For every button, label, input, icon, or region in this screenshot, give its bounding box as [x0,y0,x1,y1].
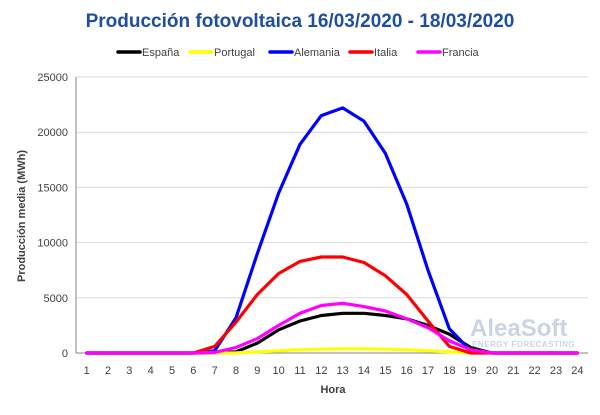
legend: España Portugal Alemania Italia Francia [116,47,480,59]
x-tick-label: 18 [443,365,455,377]
watermark-brand: AleaSoft [470,315,567,342]
x-tick-label: 4 [148,365,154,377]
legend-item: Alemania [268,47,341,59]
x-tick-label: 13 [337,365,349,377]
x-tick-label: 17 [422,365,434,377]
legend-label: Alemania [294,47,341,59]
x-tick-label: 19 [465,365,477,377]
x-tick-label: 16 [401,365,413,377]
x-tick-label: 11 [294,365,305,377]
x-tick-label: 5 [169,365,175,377]
x-tick-label: 6 [190,365,196,377]
x-tick-label: 20 [486,365,498,377]
gridlines [76,76,588,299]
x-tick-label: 7 [212,365,218,377]
y-tick-label: 15000 [37,182,68,194]
watermark-tagline: ENERGY FORECASTING [472,340,575,349]
legend-label: España [142,47,180,59]
x-tick-label: 10 [273,365,285,377]
y-tick-labels: 0 5000 10000 15000 20000 25000 [37,72,68,360]
x-tick-label: 9 [254,365,260,377]
x-tick-label: 22 [529,365,541,377]
y-tick-label: 20000 [37,127,68,139]
x-tick-labels: 1 2 3 4 5 6 7 8 9 10 11 12 13 14 15 16 17 18 19 20 21 22 23 24 [84,365,584,377]
x-tick-label: 15 [379,365,391,377]
x-tick-label: 21 [507,365,519,377]
y-tick-label: 5000 [44,293,68,305]
x-tick-label: 24 [571,365,583,377]
legend-item: Italia [348,47,398,59]
x-tick-label: 1 [84,365,90,377]
x-tick-label: 3 [126,365,132,377]
legend-item: España [116,47,180,59]
series-lines [85,106,579,355]
y-axis-label: Producción media (MWh) [16,150,28,282]
y-tick-label: 0 [62,348,68,360]
x-tick-label: 23 [550,365,562,377]
legend-label: Francia [442,47,480,59]
legend-label: Italia [374,47,398,59]
y-tick-label: 25000 [37,72,68,84]
legend-label: Portugal [214,47,255,59]
chart-title: Producción fotovoltaica 16/03/2020 - 18/… [86,11,515,32]
x-tick-label: 12 [315,365,327,377]
legend-item: Portugal [188,47,255,59]
x-tick-label: 8 [233,365,239,377]
series-line-francia [85,301,579,355]
y-tick-label: 10000 [37,238,68,250]
watermark: AleaSoft ENERGY FORECASTING [470,315,575,349]
x-axis-label: Hora [320,384,346,396]
x-tick-label: 14 [358,365,370,377]
legend-item: Francia [416,47,480,59]
x-tick-label: 2 [105,365,111,377]
axes [75,77,588,354]
